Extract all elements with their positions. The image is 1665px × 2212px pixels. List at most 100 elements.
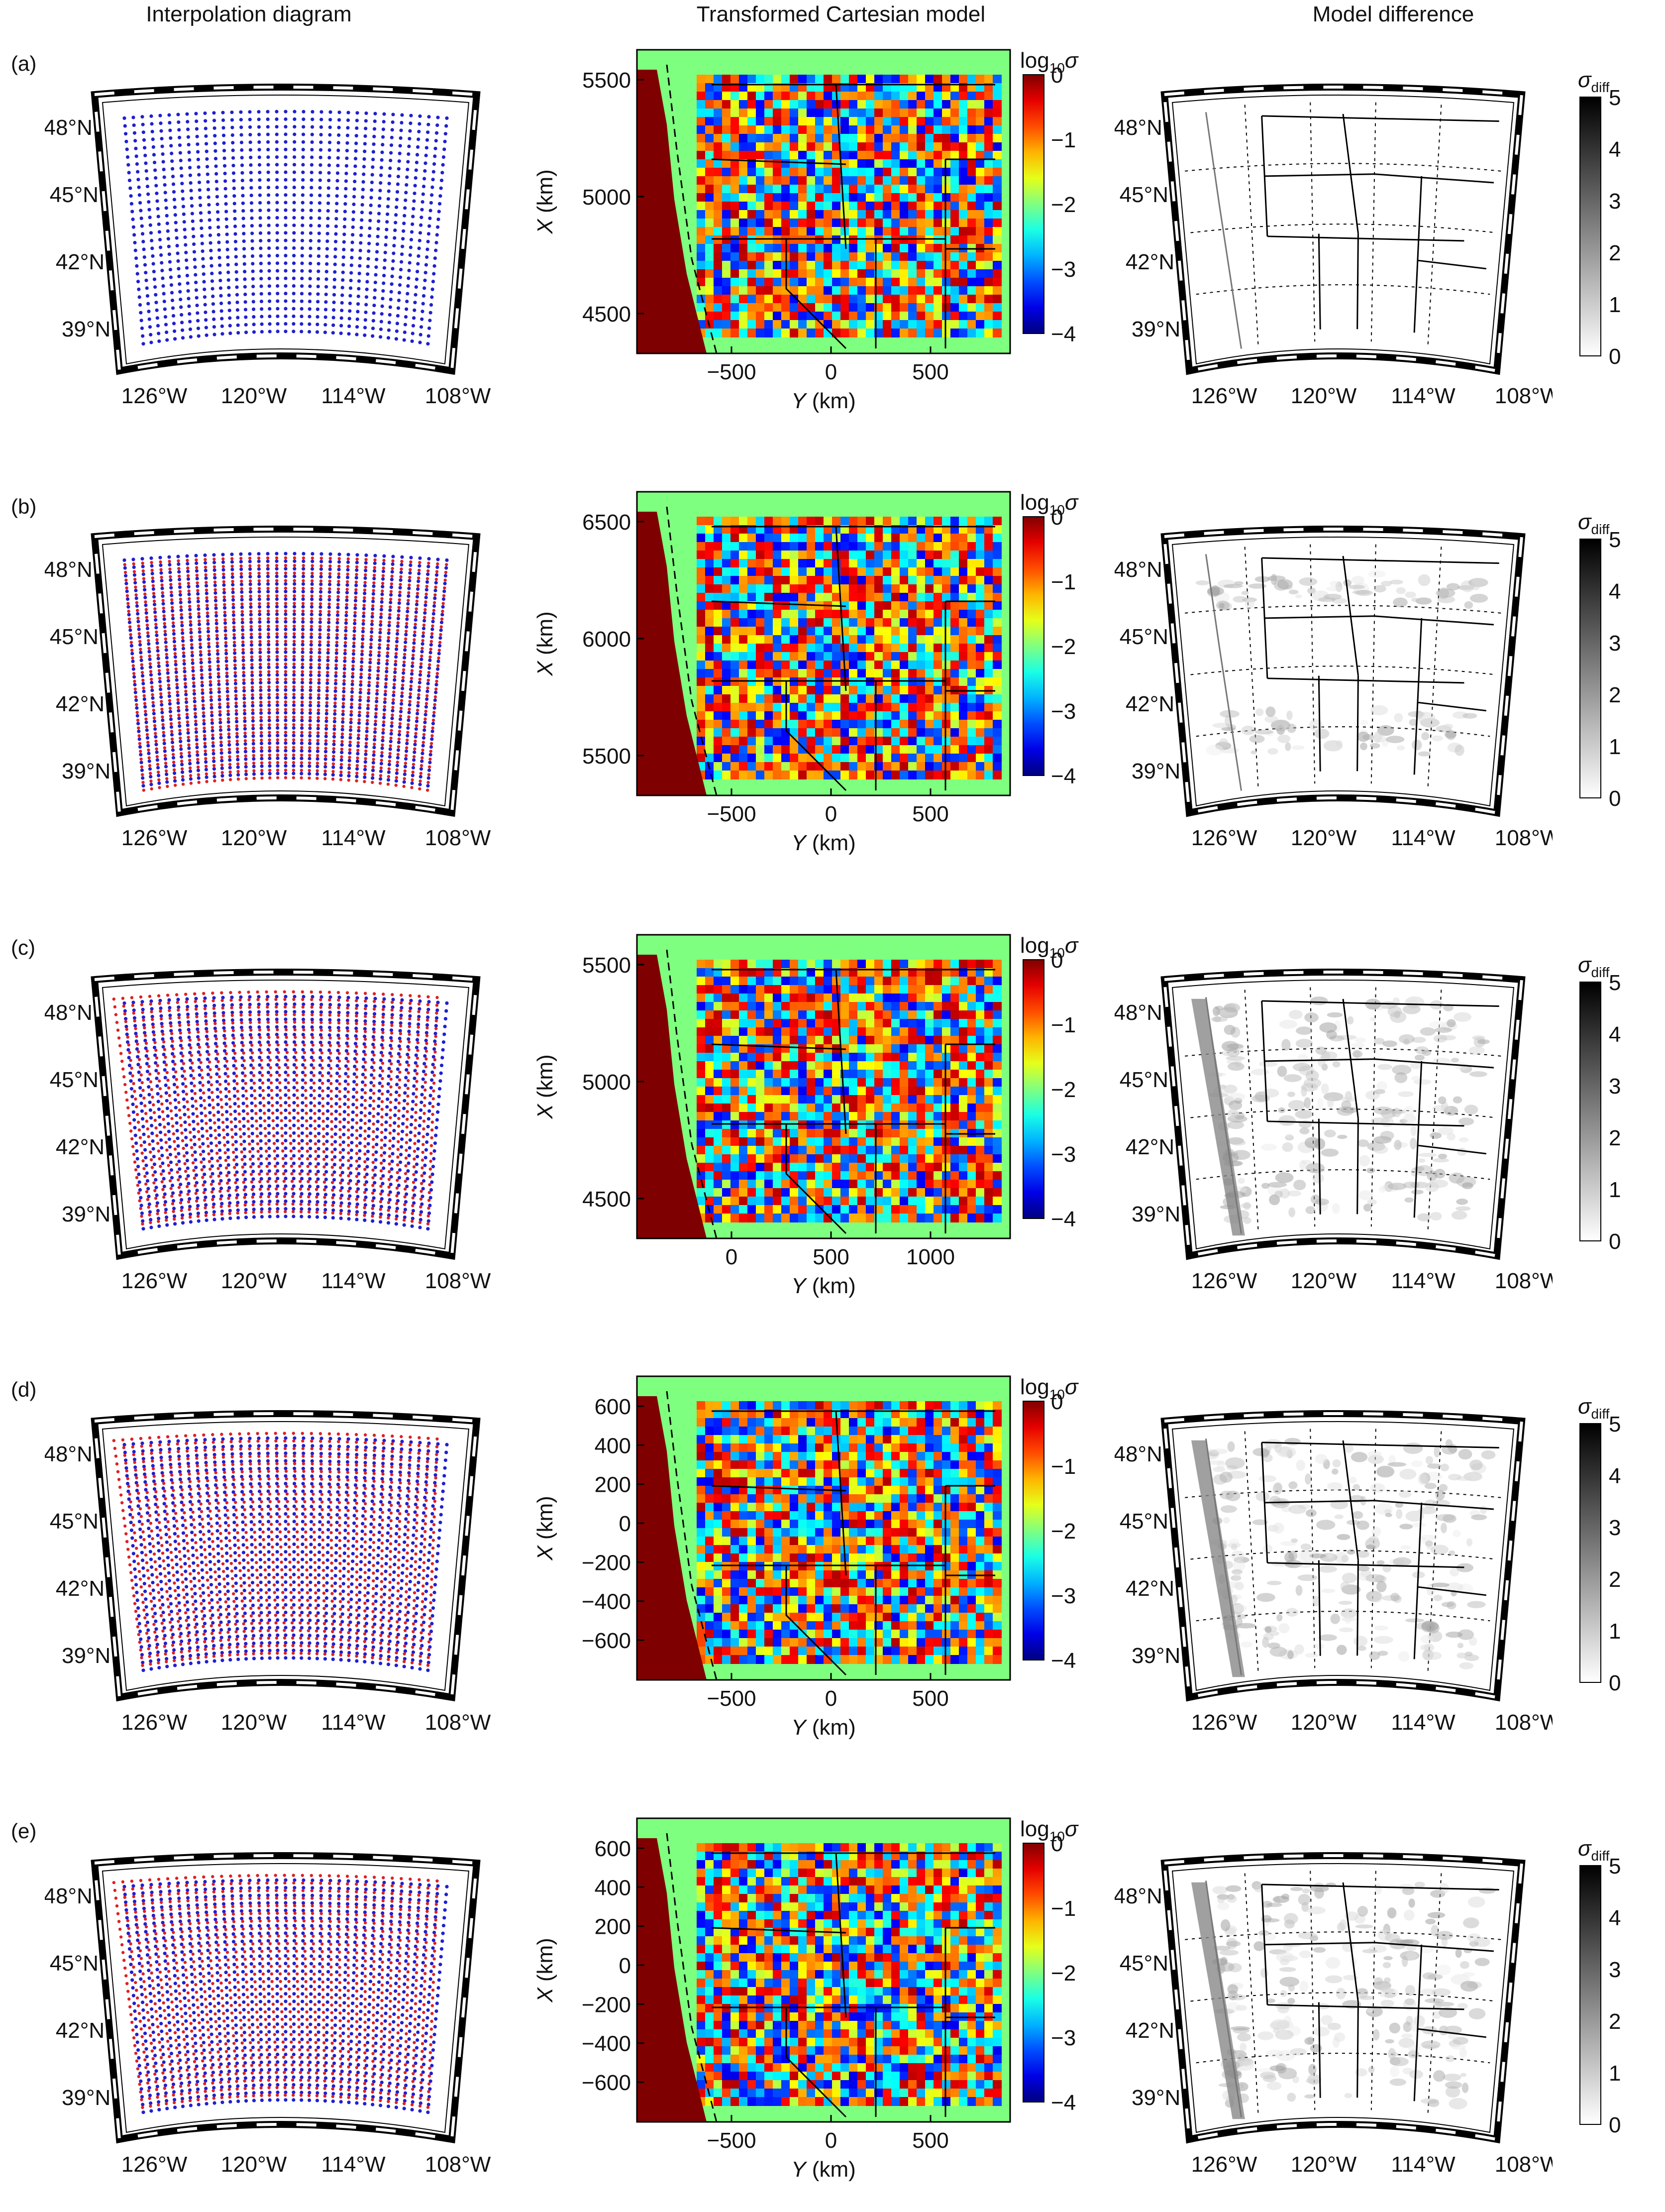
grid-point-primary [379,623,382,627]
grid-point-primary [230,111,233,114]
grid-point-primary [433,154,436,158]
model-cell [832,261,841,270]
grid-point-secondary [363,780,366,783]
model-cell [722,652,731,661]
grid-point-secondary [373,573,376,576]
grid-point-primary [424,271,427,274]
model-cell [917,92,926,101]
grid-point-secondary [170,722,173,725]
model-cell [747,235,756,244]
grid-point-primary [197,607,200,611]
grid-point-primary [192,235,195,238]
grid-point-primary [231,148,235,152]
grid-point-primary [244,742,247,746]
grid-point-secondary [433,593,436,596]
grid-point-secondary [284,761,287,764]
grid-point-secondary [142,788,145,791]
grid-point-primary [276,299,279,303]
grid-point-secondary [345,595,348,598]
grid-point-primary [326,194,330,197]
model-cell [807,576,816,585]
grid-point-primary [189,631,193,634]
column-title-interpolation: Interpolation diagram [90,2,408,27]
grid-point-primary [258,209,262,212]
model-cell [925,185,934,194]
grid-point-primary [284,201,287,204]
grid-point-secondary [360,672,363,675]
model-cell [730,227,739,236]
grid-point-primary [379,770,383,773]
grid-point-primary [226,255,229,259]
model-cell [798,567,807,576]
grid-point-primary [420,752,424,755]
grid-point-primary [250,239,254,242]
grid-point-primary [180,763,184,766]
model-cell [697,75,706,84]
grid-point-primary [155,309,159,312]
model-cell [747,627,756,636]
grid-point-primary [413,634,416,637]
grid-point-secondary [407,723,410,726]
grid-point-secondary [345,603,348,606]
model-cell [730,627,739,636]
grid-point-primary [433,147,437,150]
grid-point-secondary [317,701,320,704]
model-cell [934,142,942,151]
model-cell [697,542,706,551]
grid-point-primary [179,593,182,597]
grid-point-secondary [435,680,438,683]
grid-point-primary [395,337,398,340]
grid-point-primary [426,784,429,787]
grid-point-primary [431,288,434,291]
grid-point-primary [335,210,338,213]
grid-point-primary [258,651,262,654]
grid-point-primary [193,258,197,261]
grid-point-primary [340,294,344,297]
grid-point-primary [325,704,328,708]
grid-point-primary [302,590,305,593]
grid-point-secondary [419,670,422,673]
model-cell [942,117,951,126]
grid-point-primary [169,717,173,721]
grid-point-primary [400,121,403,124]
grid-point-secondary [143,694,146,697]
grid-point-secondary [328,572,331,575]
grid-point-primary [360,226,363,229]
grid-point-secondary [142,569,145,572]
model-cell [976,227,985,236]
model-cell [730,694,739,703]
model-cell [722,312,731,321]
model-cell [773,737,782,746]
grid-point-secondary [340,763,343,766]
grid-point-primary [210,706,213,709]
grid-point-primary [230,126,234,129]
grid-point-primary [415,168,418,172]
grid-point-primary [284,322,287,326]
grid-point-primary [244,316,247,319]
grid-point-secondary [310,625,313,628]
model-cell [781,601,790,610]
grid-point-secondary [135,601,138,604]
grid-point-secondary [402,676,405,679]
model-cell [756,185,765,194]
grid-point-secondary [173,637,176,640]
grid-point-secondary [292,746,295,749]
model-cell [883,286,892,295]
grid-point-secondary [372,750,375,753]
grid-point-secondary [210,718,213,721]
grid-point-secondary [276,700,279,703]
grid-point-primary [350,240,354,244]
model-cell [773,567,782,576]
grid-point-primary [284,110,287,113]
model-cell [730,252,739,261]
grid-point-primary [236,773,240,776]
model-cell [747,534,756,543]
grid-point-primary [357,737,360,740]
model-cell [942,185,951,194]
grid-point-primary [148,216,152,219]
grid-point-secondary [398,606,401,609]
grid-point-secondary [293,640,296,643]
model-cell [967,320,976,329]
grid-point-secondary [227,732,230,735]
grid-point-primary [355,561,359,564]
